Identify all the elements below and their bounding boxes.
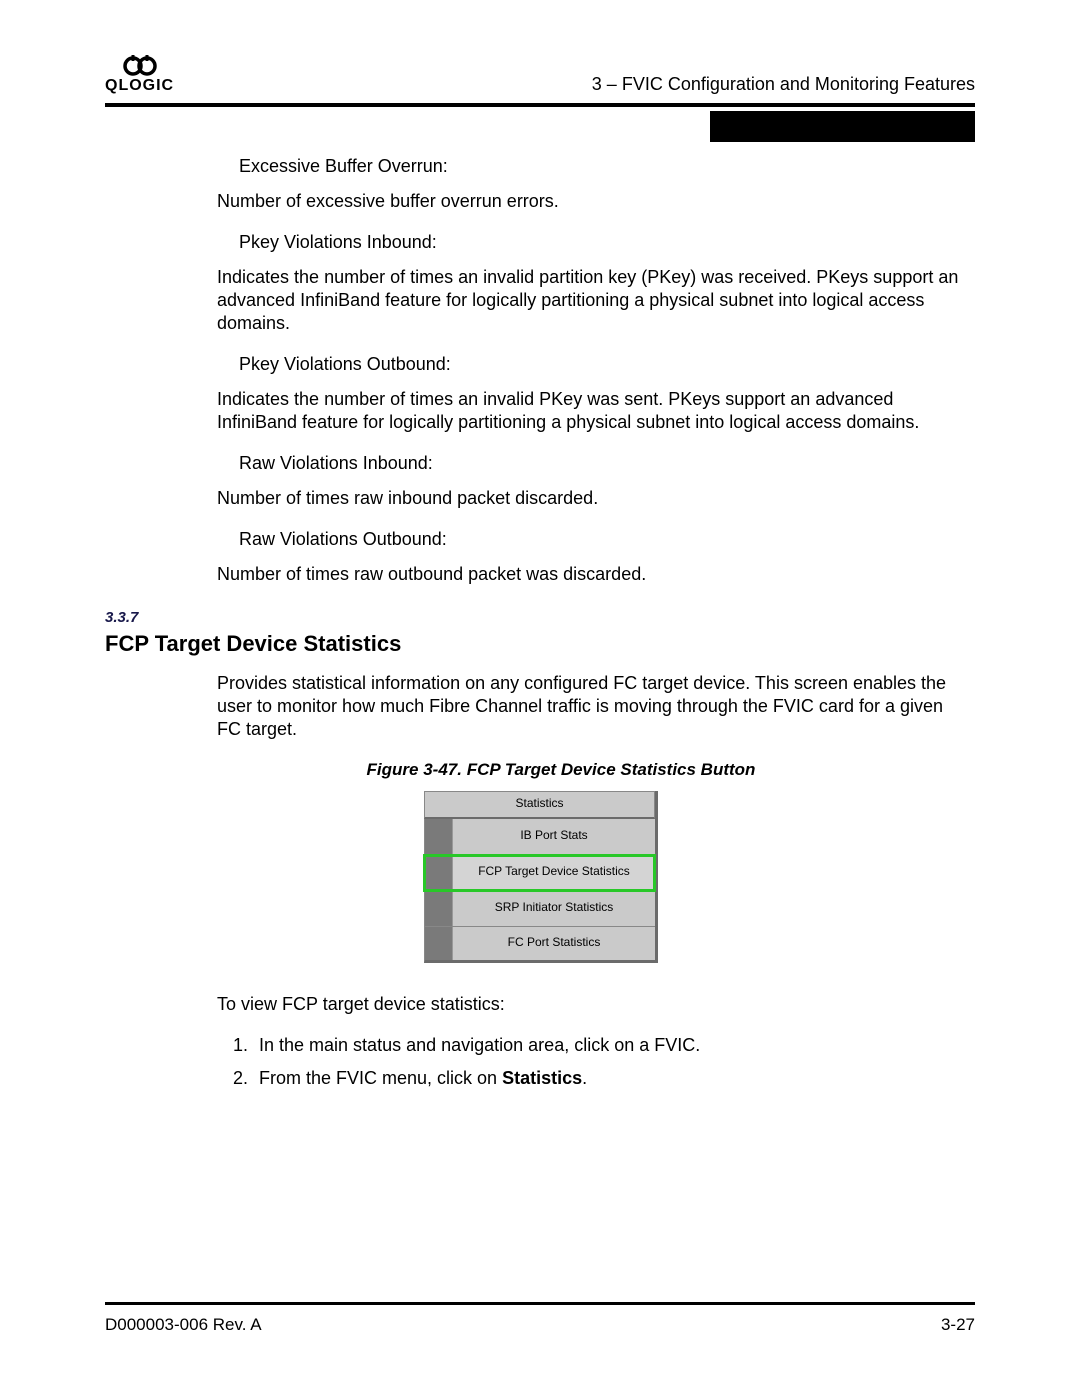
step-number: 2. [233, 1067, 259, 1090]
menu-item-fcp-target-device-statistics[interactable]: FCP Target Device Statistics [424, 855, 655, 891]
step-text-bold: Statistics [502, 1068, 582, 1088]
chapter-title: 3 – FVIC Configuration and Monitoring Fe… [592, 74, 975, 95]
menu-item-icon [425, 855, 453, 890]
step-number: 1. [233, 1034, 259, 1057]
step-text-a: From the FVIC menu, click on [259, 1068, 502, 1088]
logo-text: QLOGIC [105, 77, 174, 95]
logo-glyph-icon [120, 55, 160, 77]
definition-term: Raw Violations Inbound: [239, 452, 965, 475]
section-intro: Provides statistical information on any … [217, 672, 965, 741]
steps-intro: To view FCP target device statistics: [217, 993, 965, 1016]
menu-item-label: IB Port Stats [453, 819, 655, 854]
definition-term: Pkey Violations Inbound: [239, 231, 965, 254]
definition-term: Raw Violations Outbound: [239, 528, 965, 551]
footer-page-number: 3-27 [941, 1315, 975, 1335]
definition-desc: Number of times raw inbound packet disca… [217, 487, 965, 510]
definition-desc: Indicates the number of times an invalid… [217, 388, 965, 434]
footer-doc-id: D000003-006 Rev. A [105, 1315, 262, 1335]
definition-term: Excessive Buffer Overrun: [239, 155, 965, 178]
menu-item-icon [425, 891, 453, 926]
definition-desc: Number of excessive buffer overrun error… [217, 190, 965, 213]
header-black-bar [710, 111, 975, 142]
menu-item-fc-port-statistics[interactable]: FC Port Statistics [424, 927, 655, 963]
step-text-c: . [582, 1068, 587, 1088]
definition-desc: Indicates the number of times an invalid… [217, 266, 965, 335]
menu-header[interactable]: Statistics [424, 791, 655, 819]
page-footer: D000003-006 Rev. A 3-27 [105, 1302, 975, 1335]
menu-item-icon [425, 819, 453, 854]
step-item: 1. In the main status and navigation are… [233, 1034, 965, 1057]
figure-caption: Figure 3-47. FCP Target Device Statistic… [157, 759, 965, 781]
menu-item-label: SRP Initiator Statistics [453, 891, 655, 926]
menu-item-label: FC Port Statistics [453, 927, 655, 960]
steps-list: 1. In the main status and navigation are… [217, 1034, 965, 1090]
menu-item-label: FCP Target Device Statistics [453, 855, 655, 890]
definition-desc: Number of times raw outbound packet was … [217, 563, 965, 586]
page-content: Excessive Buffer Overrun: Number of exce… [217, 155, 965, 1090]
logo: QLOGIC [105, 55, 174, 95]
page-header: QLOGIC 3 – FVIC Configuration and Monito… [105, 55, 975, 95]
step-text: From the FVIC menu, click on Statistics. [259, 1067, 587, 1090]
step-item: 2. From the FVIC menu, click on Statisti… [233, 1067, 965, 1090]
section-number: 3.3.7 [105, 608, 965, 627]
header-rule [105, 103, 975, 107]
definition-term: Pkey Violations Outbound: [239, 353, 965, 376]
footer-rule [105, 1302, 975, 1305]
statistics-menu: Statistics IB Port Stats FCP Target Devi… [424, 791, 658, 963]
step-text: In the main status and navigation area, … [259, 1034, 700, 1057]
menu-item-ib-port-stats[interactable]: IB Port Stats [424, 819, 655, 855]
menu-item-srp-initiator-statistics[interactable]: SRP Initiator Statistics [424, 891, 655, 927]
section-title: FCP Target Device Statistics [105, 630, 965, 658]
menu-item-icon [425, 927, 453, 960]
